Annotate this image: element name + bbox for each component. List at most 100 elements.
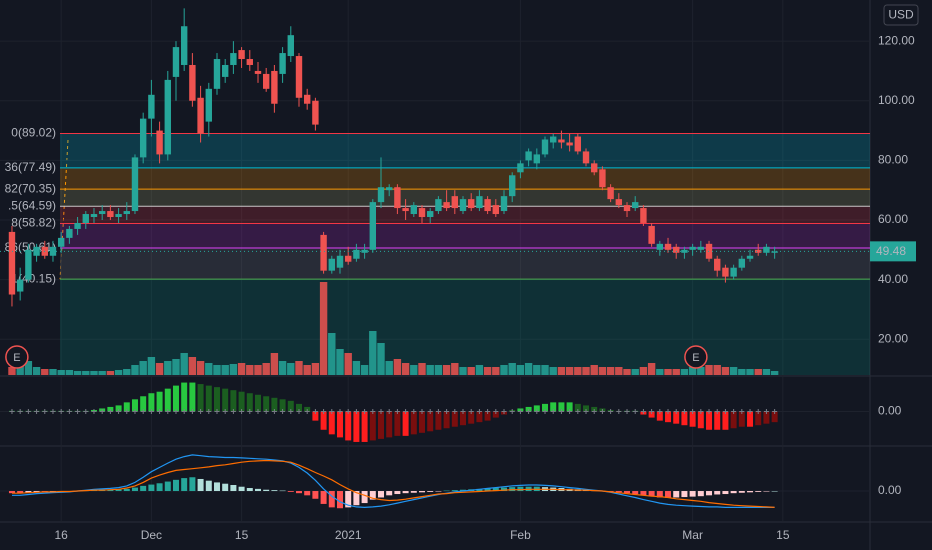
candle-body <box>771 251 778 253</box>
volume-bar <box>631 369 639 375</box>
indicator-bar <box>665 491 672 498</box>
volume-bar <box>90 371 98 375</box>
volume-bar <box>24 361 33 375</box>
squeeze-dot <box>485 409 491 414</box>
indicator-bar <box>419 411 426 433</box>
volume-bar <box>590 365 598 375</box>
volume-bar <box>328 333 336 375</box>
squeeze-dot <box>173 409 179 414</box>
indicator-bar <box>697 411 704 429</box>
candle-body <box>16 279 24 292</box>
indicator-bar <box>345 411 352 441</box>
indicator-bar <box>312 491 319 499</box>
squeeze-dot <box>91 409 97 414</box>
last-price-label: 49.48 <box>876 244 906 258</box>
candle-body <box>131 157 139 212</box>
candle-body <box>246 59 253 65</box>
volume-bar <box>688 367 697 375</box>
indicator-bar <box>550 402 557 412</box>
squeeze-dot <box>468 409 474 414</box>
volume-bar <box>8 367 16 375</box>
volume-bar <box>557 367 566 375</box>
candle-body <box>648 225 655 244</box>
volume-bar <box>196 361 205 375</box>
indicator-bar <box>353 491 360 506</box>
candle-body <box>443 202 450 209</box>
volume-bar <box>82 371 90 375</box>
indicator-bar <box>328 411 335 435</box>
candle-body <box>57 237 65 247</box>
x-tick-label: 15 <box>235 528 249 542</box>
indicator-bar <box>484 488 491 492</box>
volume-bar <box>98 371 106 375</box>
indicator-bar <box>484 411 491 421</box>
volume-bar <box>754 369 762 375</box>
indicator-bar <box>542 403 549 412</box>
indicator-bar <box>689 491 696 497</box>
indicator-bar <box>574 403 581 412</box>
candle-body <box>213 59 221 89</box>
signal-line <box>12 459 775 508</box>
indicator-bar <box>492 411 499 418</box>
squeeze-dot <box>263 409 269 414</box>
x-tick-label: Feb <box>510 528 531 542</box>
indicator-bar <box>730 491 737 494</box>
currency-button[interactable] <box>883 4 919 26</box>
squeeze-dot <box>280 409 286 414</box>
indicator-bar <box>213 482 220 492</box>
indicator-bar <box>148 393 155 412</box>
volume-bar <box>336 349 344 375</box>
indicator-bar <box>320 411 327 430</box>
candle-body <box>722 267 729 277</box>
squeeze-dot <box>148 409 154 414</box>
squeeze-dot <box>83 409 89 414</box>
earnings-label: E <box>692 352 699 364</box>
volume-bar <box>155 363 164 375</box>
candle-body <box>336 255 344 268</box>
indicator-bar <box>468 411 475 424</box>
indicator-bar <box>665 411 672 423</box>
squeeze-dot <box>714 409 720 414</box>
volume-bar <box>762 369 771 375</box>
volume-bar <box>131 365 139 375</box>
squeeze-dot <box>58 409 64 414</box>
volume-bar <box>32 367 41 375</box>
candle-body <box>451 196 459 209</box>
indicator-bar <box>476 411 483 423</box>
squeeze-dot <box>632 409 638 414</box>
squeeze-dot <box>550 409 556 414</box>
squeeze-dot <box>599 409 605 414</box>
candle-body <box>591 163 598 173</box>
volume-bar <box>615 367 623 375</box>
indicator-bar <box>172 479 179 492</box>
indicator-bar <box>722 411 729 430</box>
indicator-bar <box>123 402 130 412</box>
squeeze-dot <box>353 409 359 414</box>
indicator-bar <box>238 391 245 412</box>
squeeze-dot <box>165 409 171 414</box>
x-tick-label: Mar <box>682 528 703 542</box>
earnings-marker <box>684 345 708 369</box>
indicator-bar <box>33 491 40 493</box>
candle-body <box>484 199 491 212</box>
indicator-bar <box>312 411 319 421</box>
volume-bar <box>623 369 631 375</box>
earnings-label: E <box>13 352 20 364</box>
volume-bar <box>680 369 689 375</box>
indicator-bar <box>189 382 196 412</box>
squeeze-dot <box>25 409 31 414</box>
indicator-bar <box>345 491 352 508</box>
candle-body <box>254 70 262 74</box>
squeeze-dot <box>362 409 368 414</box>
indicator-bar <box>287 491 294 492</box>
indicator-bar <box>336 491 343 509</box>
squeeze-dot <box>99 409 105 414</box>
y-tick-label: 0.00 <box>878 404 902 418</box>
indicator-bar <box>377 411 384 439</box>
indicator-bar <box>697 491 704 497</box>
volume-bar <box>319 282 328 375</box>
squeeze-dot <box>247 409 253 414</box>
indicator-bar <box>771 491 778 492</box>
candle-body <box>623 205 631 212</box>
